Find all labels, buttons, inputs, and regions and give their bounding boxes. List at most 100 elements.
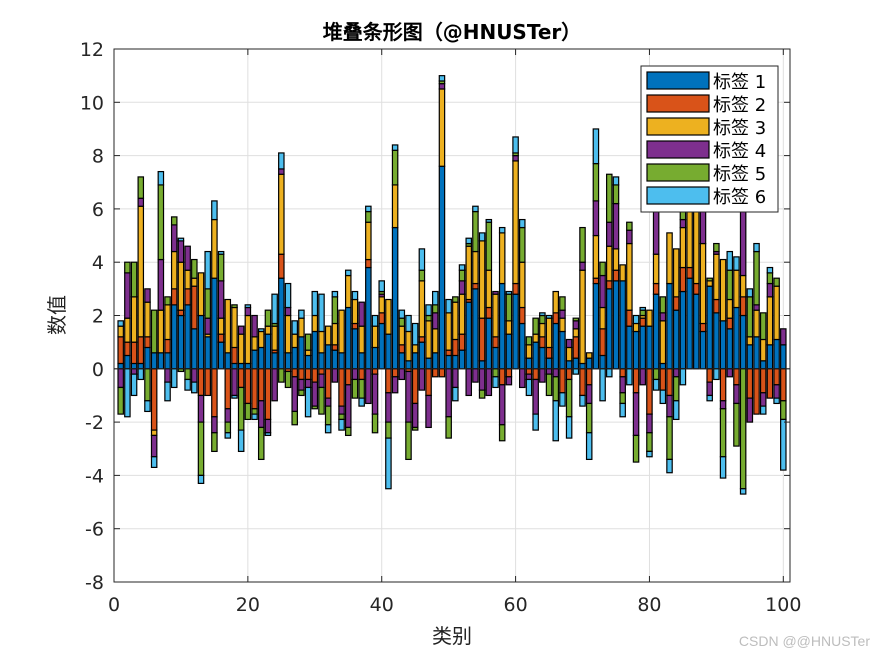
bar-stack [706, 277, 713, 402]
bar-stack [150, 309, 158, 469]
bar-segment [244, 306, 252, 317]
bar-segment [726, 317, 734, 330]
bar-stack [157, 170, 165, 370]
bar-stack [271, 293, 278, 402]
bar-segment [505, 293, 513, 322]
bar-stack [291, 320, 298, 426]
bar-segment [311, 290, 319, 317]
bar-segment [405, 370, 412, 423]
bar-segment [130, 296, 138, 343]
bar-segment [766, 266, 774, 274]
bar-segment [652, 282, 660, 295]
bar-segment [251, 314, 258, 338]
bar-stack [452, 296, 459, 402]
bar-segment [525, 368, 533, 375]
bar-segment [472, 288, 479, 370]
bar-segment [425, 357, 432, 370]
bar-segment [124, 261, 131, 274]
bar-segment [144, 400, 151, 413]
bar-segment [438, 75, 446, 82]
bar-segment [565, 338, 573, 349]
bar-segment [492, 293, 499, 338]
bar-segment [445, 354, 452, 370]
bar-segment [391, 144, 399, 151]
y-tick-label: -8 [85, 572, 104, 594]
bar-segment [512, 282, 519, 295]
bar-segment [425, 368, 432, 397]
bar-segment [780, 418, 787, 471]
legend-item[interactable]: 标签 1 [646, 71, 766, 93]
bar-segment [130, 368, 138, 375]
bar-segment [666, 282, 673, 370]
bar-segment [766, 282, 774, 298]
bar-segment [579, 362, 586, 370]
bar-segment [452, 386, 459, 402]
bar-segment [706, 277, 713, 282]
y-tick-label: -4 [85, 465, 104, 487]
bar-segment [646, 325, 653, 370]
bar-segment [458, 280, 466, 295]
bar-stack [719, 258, 727, 479]
bar-segment [545, 368, 553, 375]
bar-segment [726, 250, 734, 271]
bar-segment [385, 333, 392, 370]
bar-segment [251, 336, 258, 351]
legend-item[interactable]: 标签 2 [646, 94, 766, 116]
bar-stack [539, 312, 546, 383]
bar-segment [498, 424, 506, 442]
legend-item[interactable]: 标签 5 [646, 163, 766, 185]
bar-segment [759, 368, 767, 394]
bar-segment [358, 325, 365, 354]
bar-segment [324, 405, 332, 426]
bar-segment [418, 248, 426, 271]
bar-segment [271, 368, 278, 402]
bar-segment [739, 314, 747, 370]
bar-segment [572, 328, 580, 338]
legend-swatch [646, 94, 710, 113]
bar-segment [170, 224, 178, 253]
bar-stack [606, 173, 613, 378]
y-axis-label: 数值 [45, 295, 69, 335]
bar-segment [284, 370, 292, 389]
bar-segment [505, 333, 513, 370]
bar-segment [713, 253, 720, 301]
bar-segment [672, 400, 680, 421]
legend-item[interactable]: 标签 6 [646, 186, 766, 208]
bar-segment [298, 389, 305, 397]
bar-segment [759, 338, 767, 362]
bar-segment [713, 298, 720, 314]
bar-segment [371, 314, 379, 327]
bar-stack [351, 290, 359, 399]
bar-segment [217, 253, 225, 282]
bar-stack [164, 296, 171, 402]
bar-stack [518, 218, 526, 389]
legend-item[interactable]: 标签 3 [646, 117, 766, 139]
bar-segment [512, 293, 519, 370]
bar-segment [599, 274, 606, 309]
bar-segment [632, 330, 640, 370]
bar-segment [184, 245, 191, 271]
legend-item[interactable]: 标签 4 [646, 140, 766, 162]
bar-stack [666, 232, 673, 474]
bar-segment [211, 218, 218, 279]
legend-label: 标签 2 [713, 95, 766, 116]
bar-stack [465, 237, 473, 397]
bar-segment [257, 346, 265, 370]
bar-segment [539, 336, 546, 349]
bar-segment [264, 418, 272, 434]
bar-segment [431, 328, 439, 354]
bar-segment [298, 368, 305, 381]
y-axis-ticks: -8 -6 -4 -2 0 2 4 6 8 10 12 [80, 39, 790, 594]
bar-segment [532, 368, 539, 381]
bar-segment [719, 408, 727, 458]
bar-segment [599, 306, 606, 330]
bar-segment [626, 242, 633, 311]
bar-segment [425, 394, 432, 429]
bar-segment [378, 322, 385, 370]
bar-segment [626, 368, 633, 386]
bar-segment [291, 368, 298, 378]
bar-segment [358, 352, 365, 370]
bar-stack [411, 322, 419, 431]
bar-stack [378, 280, 385, 370]
